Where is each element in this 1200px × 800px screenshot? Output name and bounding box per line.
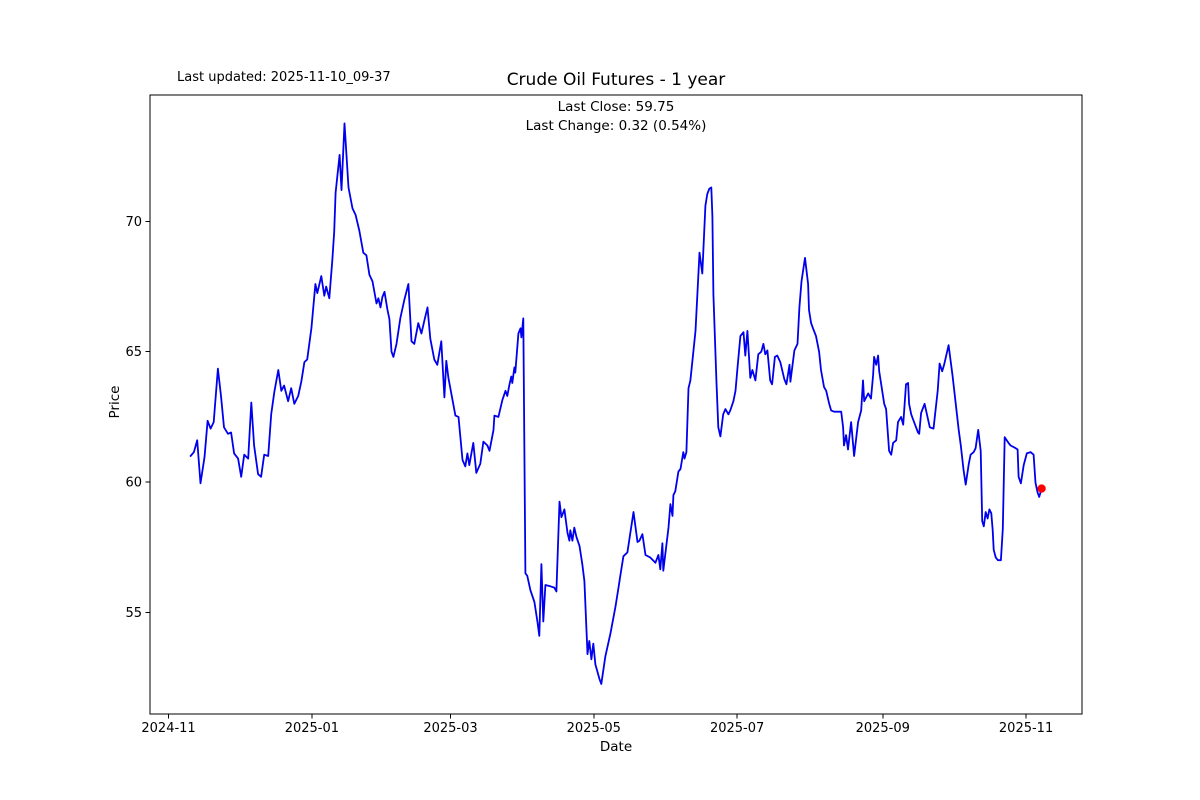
y-tick-label: 65 <box>125 345 142 360</box>
x-tick-label: 2025-09 <box>856 721 910 736</box>
x-tick-label: 2025-05 <box>567 721 621 736</box>
axes-box <box>149 94 1083 715</box>
x-tick-label: 2024-11 <box>141 721 195 736</box>
x-axis-label: Date <box>599 739 633 755</box>
x-tick-label: 2025-01 <box>285 721 339 736</box>
last-change-text: Last Change: 0.32 (0.54%) <box>525 118 707 134</box>
x-tick-label: 2025-07 <box>710 721 764 736</box>
y-axis-label: Price <box>107 385 123 419</box>
last-updated-text: Last updated: 2025-11-10_09-37 <box>177 70 391 85</box>
x-tick-label: 2025-11 <box>999 721 1053 736</box>
y-tick-label: 55 <box>125 606 142 621</box>
price-line <box>189 122 1043 685</box>
last-close-text: Last Close: 59.75 <box>557 99 675 115</box>
last-close-marker <box>1037 484 1046 493</box>
y-tick-label: 70 <box>125 215 142 230</box>
chart-title: Crude Oil Futures - 1 year <box>506 70 726 90</box>
x-tick-label: 2025-03 <box>423 721 477 736</box>
y-tick-label: 60 <box>125 476 142 491</box>
